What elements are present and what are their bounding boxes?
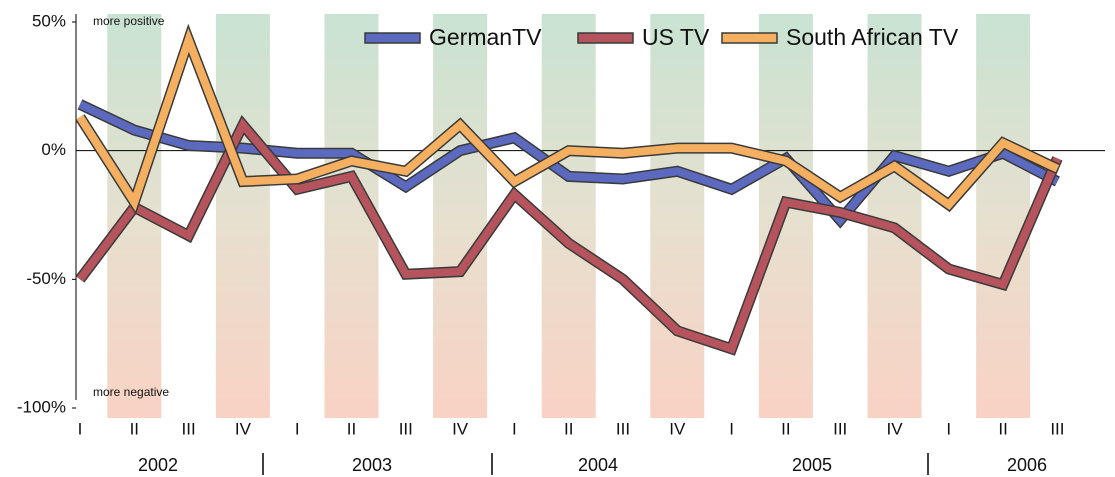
y-tick-label: 50% <box>32 11 66 30</box>
year-label: 2006 <box>1007 455 1047 475</box>
x-tick-label: IV <box>669 419 686 438</box>
x-tick-label: I <box>78 419 83 438</box>
legend-swatch <box>364 32 421 44</box>
series-line <box>78 100 1060 227</box>
quarter-band <box>976 14 1031 418</box>
legend-label: US TV <box>642 24 710 50</box>
year-label: 2005 <box>792 455 832 475</box>
quarter-band <box>541 14 596 418</box>
x-tick-label: II <box>347 419 356 438</box>
y-tick-label: -50% <box>26 269 66 288</box>
year-label: 2003 <box>352 455 392 475</box>
x-tick-label: IV <box>235 419 252 438</box>
annotation: more positive <box>93 14 165 28</box>
x-tick-label: III <box>833 419 847 438</box>
x-tick-label: IV <box>452 419 469 438</box>
quarter-band <box>650 14 705 418</box>
year-label: 2002 <box>138 455 178 475</box>
y-tick-label: 0% <box>41 140 66 159</box>
x-tick-label: I <box>729 419 734 438</box>
series-line <box>76 117 1062 354</box>
x-tick-label: II <box>998 419 1007 438</box>
series-line <box>76 28 1060 212</box>
legend-label: GermanTV <box>429 24 542 50</box>
x-tick-label: II <box>781 419 790 438</box>
quarter-band <box>867 14 922 418</box>
quarter-band <box>215 14 270 418</box>
x-tick-label: III <box>1050 419 1064 438</box>
x-tick-label: I <box>946 419 951 438</box>
legend-label: South African TV <box>786 24 959 50</box>
x-tick-label: III <box>182 419 196 438</box>
x-tick-label: III <box>616 419 630 438</box>
year-label: 2004 <box>578 455 618 475</box>
annotation: more negative <box>93 385 169 399</box>
quarter-band <box>433 14 488 418</box>
x-tick-label: I <box>295 419 300 438</box>
x-tick-label: III <box>399 419 413 438</box>
legend-swatch <box>577 32 634 44</box>
x-tick-label: IV <box>886 419 903 438</box>
legend-swatch <box>721 32 778 44</box>
x-tick-label: I <box>512 419 517 438</box>
x-tick-label: II <box>130 419 139 438</box>
x-tick-label: II <box>564 419 573 438</box>
y-tick-label: -100% <box>17 397 66 416</box>
